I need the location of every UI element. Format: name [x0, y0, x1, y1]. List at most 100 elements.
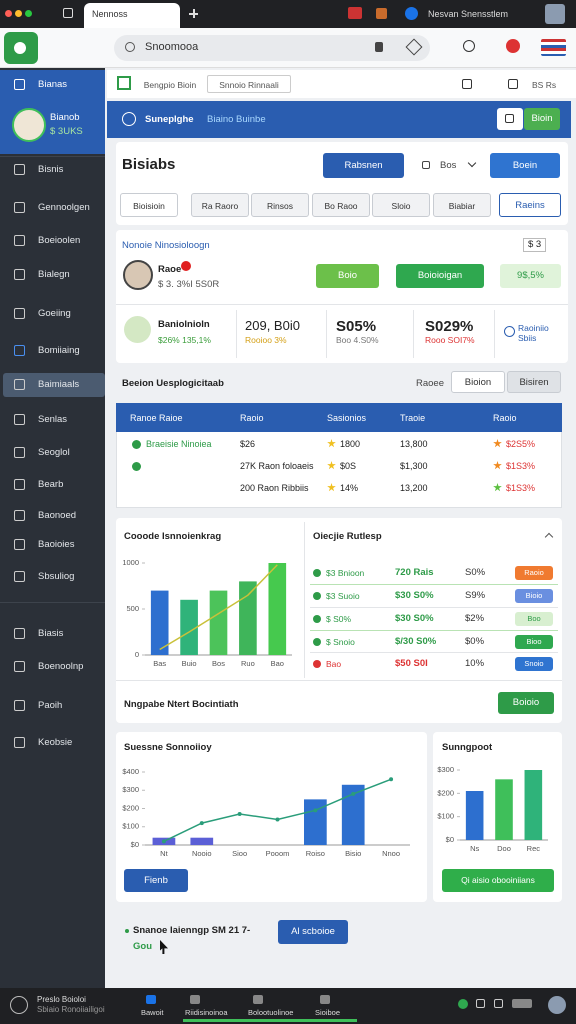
nav-item[interactable]: Baoioies	[38, 539, 75, 550]
icon	[14, 539, 25, 550]
nav-item[interactable]: Baimiaals	[38, 379, 80, 390]
nav-item[interactable]: Boeioolen	[38, 235, 81, 246]
banner-button[interactable]: Bioin	[524, 108, 560, 130]
footer-text: Snanoe Iaienngp SM 21 7-	[133, 925, 251, 936]
nav-item[interactable]: Keobsie	[38, 737, 73, 748]
nav-item[interactable]: Gennoolgen	[38, 202, 90, 213]
filter-tab[interactable]: Biabiar	[433, 193, 491, 217]
section-title: Beeion Uesplogicitaab	[122, 378, 224, 389]
select[interactable]: Bos	[440, 160, 457, 171]
icon	[63, 8, 73, 18]
list-share: $2%	[465, 613, 485, 624]
badge[interactable]: 9$,5%	[500, 264, 561, 288]
nav-item[interactable]: Baonoed	[38, 510, 77, 521]
taskbar-item[interactable]: Sioiboe	[315, 1008, 341, 1017]
list-tag[interactable]: Snoio	[515, 657, 553, 671]
icon	[190, 995, 200, 1004]
nav-item[interactable]: Bisnis	[38, 164, 64, 175]
icon	[494, 999, 503, 1008]
filter-tab[interactable]: Sloio	[372, 193, 430, 217]
divider	[304, 522, 305, 678]
contact-button[interactable]: Boioioigan	[396, 264, 484, 288]
divider	[326, 310, 327, 358]
icon	[181, 261, 191, 271]
list-tag[interactable]: Boo	[515, 612, 553, 626]
icon	[123, 260, 153, 290]
icon	[313, 638, 321, 646]
column-header: Ranoe Raioe	[130, 413, 183, 423]
list-share: S0%	[465, 567, 486, 578]
nav-item[interactable]: Bialegn	[38, 269, 70, 280]
card-button[interactable]: Qi aisio obooiniians	[442, 869, 554, 892]
cursor	[160, 940, 168, 954]
filter-tab[interactable]: Ra Raoro	[191, 193, 249, 217]
section-button[interactable]: Bioion	[451, 371, 505, 393]
icon	[124, 316, 151, 343]
nav-item[interactable]: Boenoolnp	[38, 661, 84, 672]
footer-button[interactable]: Boioio	[498, 692, 554, 714]
nav-item[interactable]: Goeiing	[38, 308, 71, 319]
divider	[310, 652, 558, 653]
app-icon	[117, 76, 131, 90]
icon	[14, 164, 25, 175]
sidebar-header[interactable]	[0, 70, 105, 100]
footer-button[interactable]: Al scboioe	[278, 920, 348, 944]
nav-active	[3, 373, 105, 397]
filter-tab[interactable]: Bioisioin	[120, 193, 178, 217]
star	[327, 439, 336, 448]
top-tab[interactable]: Bengpio Bioin	[143, 80, 197, 90]
icon	[122, 112, 136, 126]
card-title: Cooode Isnnoienkrag	[124, 531, 222, 542]
tile-link[interactable]: Raoiniio Sbiis	[518, 323, 549, 343]
table-cell: 200 Raon Ribbiis	[240, 483, 309, 493]
taskbar-title: Preslo Boioloi	[37, 995, 86, 1004]
table-cell: 1800	[340, 439, 361, 449]
nav-item[interactable]: Bomiiaing	[38, 345, 80, 356]
icon	[14, 345, 25, 356]
list-tag[interactable]: Raoio	[515, 566, 553, 580]
filter-action[interactable]: Raeins	[499, 193, 561, 217]
section-button[interactable]: Bisiren	[507, 371, 561, 393]
icon	[125, 42, 135, 52]
taskbar-item[interactable]: Riidisinoinoa	[185, 1008, 228, 1017]
tile-value: 209, B0i0	[245, 318, 300, 333]
column-header: Traoie	[400, 413, 426, 423]
divider	[0, 602, 105, 603]
page-title: Bisiabs	[122, 156, 176, 173]
nav-item[interactable]: Paoih	[38, 700, 63, 711]
filter-tab[interactable]: Rinsos	[251, 193, 309, 217]
card-title: Suessne Sonnoiioy	[124, 742, 212, 753]
nav-item[interactable]: Bearb	[38, 479, 64, 490]
list-tag[interactable]: Bioio	[515, 589, 553, 603]
taskbar-item[interactable]: Bolootuolinoe	[248, 1008, 294, 1017]
card-button[interactable]: Fienb	[124, 869, 188, 892]
filter-tab[interactable]: Bo Raoo	[312, 193, 370, 217]
icon	[125, 929, 129, 933]
nav-item[interactable]: Seoglol	[38, 447, 70, 458]
banner-link[interactable]: Biaino Buinbe	[207, 114, 266, 125]
icon	[14, 571, 25, 582]
icon	[14, 510, 25, 521]
taskbar-item[interactable]: Bawoit	[141, 1008, 164, 1017]
browser-tab[interactable]	[84, 3, 180, 28]
footer-note: Gou	[133, 941, 152, 952]
search-button[interactable]	[497, 108, 523, 130]
primary-button[interactable]: Rabsnen	[323, 153, 404, 178]
icon	[132, 462, 141, 471]
nav-item[interactable]: Sbsuliog	[38, 571, 75, 582]
star	[493, 483, 502, 492]
top-tab[interactable]: Snnoio Rinnaali	[207, 75, 291, 93]
new-tab[interactable]	[193, 9, 195, 18]
icon	[14, 202, 25, 213]
list-amount: $30 S0%	[395, 590, 434, 601]
nav-item[interactable]: Biasis	[38, 628, 64, 639]
icon	[541, 39, 566, 56]
contact-button[interactable]: Boio	[316, 264, 379, 288]
nav-item[interactable]: Senlas	[38, 414, 68, 425]
icon	[146, 995, 156, 1004]
icon	[14, 700, 25, 711]
column-header: Raoio	[493, 413, 517, 423]
secondary-button[interactable]: Boein	[490, 153, 560, 178]
address: Snoomooa	[145, 41, 199, 53]
list-tag[interactable]: Bioo	[515, 635, 553, 649]
